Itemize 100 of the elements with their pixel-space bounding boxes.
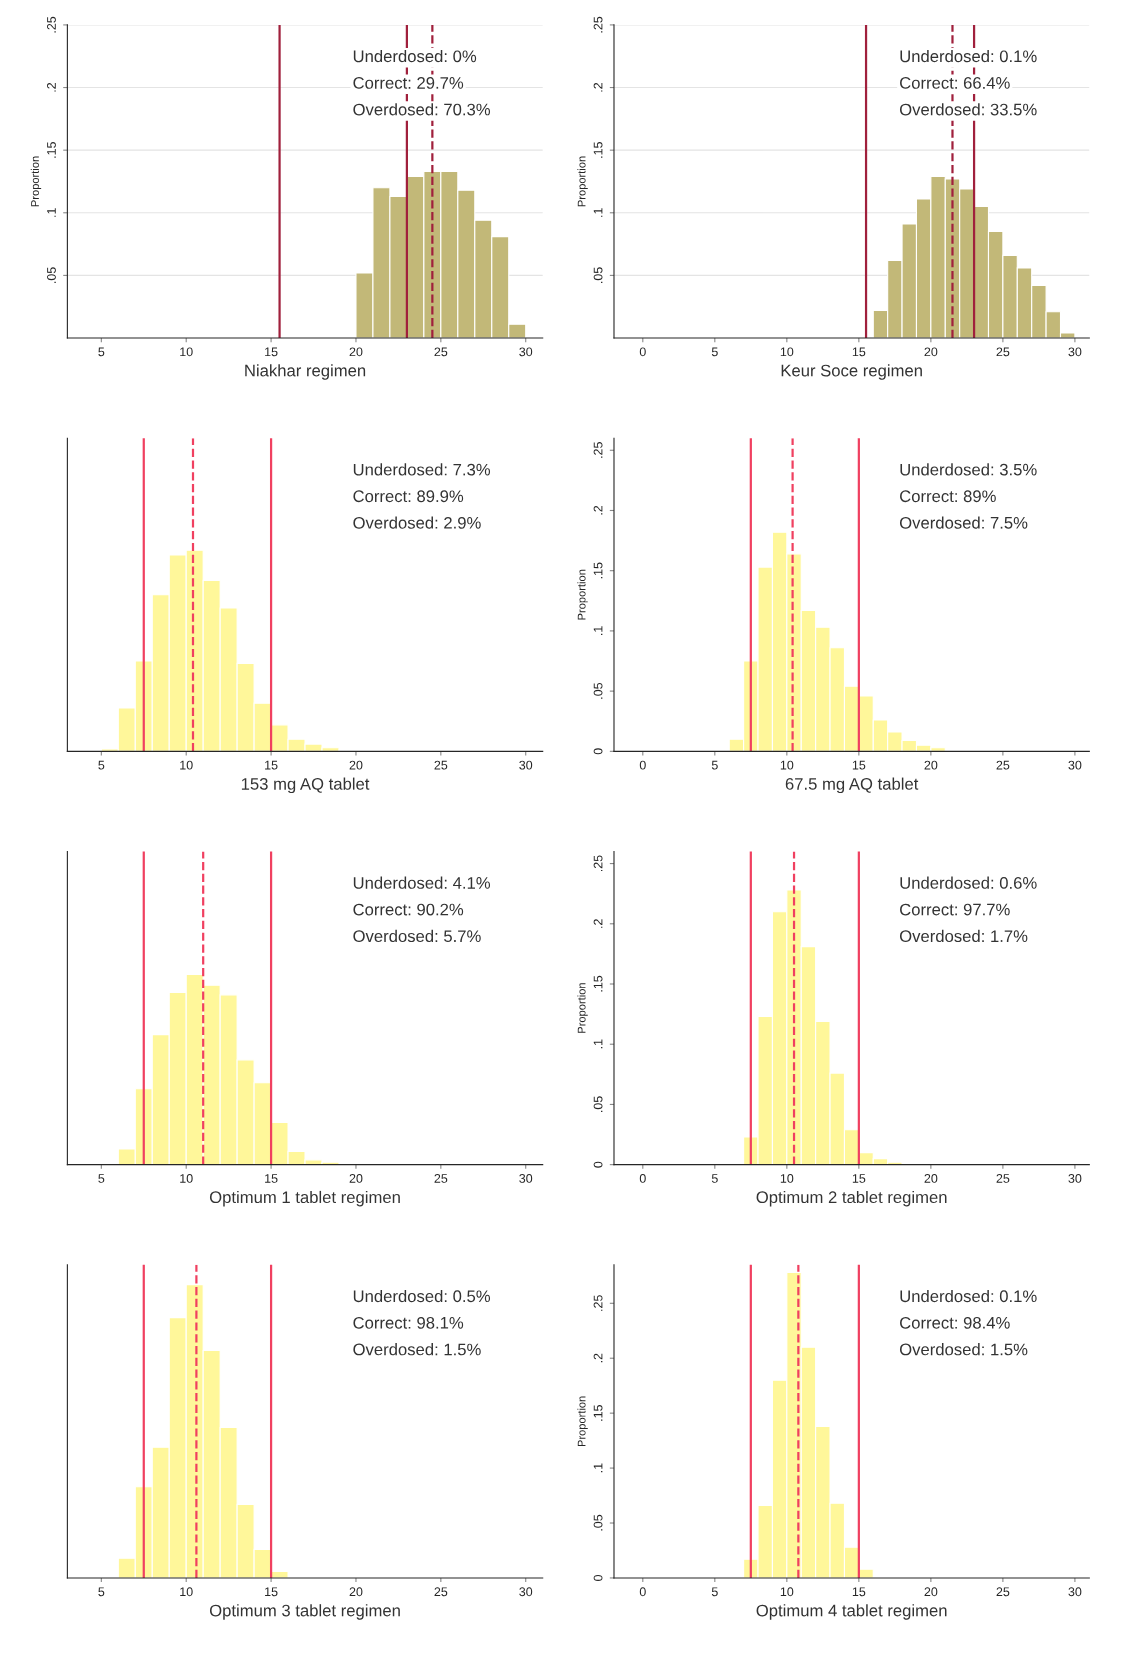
x-tick-label: 0 (639, 1587, 646, 1597)
x-axis-title: Optimum 2 tablet regimen (756, 1190, 947, 1207)
x-tick-label: 5 (711, 1174, 718, 1183)
y-tick-label: 0 (593, 1574, 603, 1581)
x-tick-label: 5 (98, 760, 105, 770)
annotation: Underdosed: 3.5% (900, 463, 1037, 476)
x-axis-title: Optimum 4 tablet regimen (756, 1604, 947, 1620)
x-tick-label: 10 (180, 1587, 193, 1597)
y-tick-label: .15 (593, 975, 603, 992)
x-tick-label: 5 (98, 1174, 105, 1183)
y-tick-label: .15 (593, 562, 603, 579)
x-tick-label: 5 (711, 760, 718, 770)
x-tick-label: 25 (434, 760, 448, 770)
x-tick-label: 20 (924, 347, 938, 357)
x-tick-label: 20 (924, 1174, 938, 1183)
x-axis-title: Optimum 3 tablet regimen (209, 1604, 400, 1620)
annotation: Correct: 97.7% (900, 903, 1010, 916)
y-tick-label: .1 (593, 208, 603, 217)
annotation: Correct: 66.4% (900, 77, 1010, 89)
y-tick-label: .25 (593, 855, 603, 872)
x-tick-label: 20 (349, 347, 363, 357)
y-tick-label: .25 (593, 16, 603, 33)
y-axis-title: Proportion (577, 569, 588, 620)
x-tick-label: 10 (780, 760, 794, 770)
annotation: Underdosed: 0.5% (353, 1289, 491, 1303)
y-tick-label: .25 (47, 16, 56, 33)
x-tick-label: 0 (639, 1174, 646, 1183)
x-tick-label: 15 (852, 347, 866, 357)
x-tick-label: 15 (265, 1587, 278, 1597)
y-tick-label: .2 (593, 505, 603, 515)
x-tick-label: 20 (924, 760, 938, 770)
annotation: Correct: 89.9% (353, 490, 464, 503)
x-tick-label: 10 (180, 1174, 193, 1183)
x-tick-label: 25 (996, 1587, 1010, 1597)
x-tick-label: 5 (711, 347, 718, 357)
x-tick-label: 5 (711, 1587, 718, 1597)
y-tick-label: .1 (593, 1039, 603, 1049)
y-tick-label: .2 (593, 1353, 603, 1363)
annotation: Correct: 89% (900, 490, 996, 503)
y-axis-title: Proportion (577, 156, 588, 207)
y-tick-label: .2 (593, 82, 603, 92)
annotation: Overdosed: 7.5% (899, 516, 1028, 529)
x-tick-label: 10 (180, 347, 193, 357)
y-tick-label: .1 (593, 626, 603, 635)
x-axis-title: Niakhar regimen (245, 364, 366, 380)
annotation: Underdosed: 0.1% (900, 1289, 1037, 1303)
y-tick-label: .25 (593, 1295, 603, 1311)
x-tick-label: 15 (265, 760, 278, 770)
x-tick-label: 5 (98, 347, 105, 357)
x-axis-title: Keur Soce regimen (781, 364, 922, 380)
y-tick-label: 0 (593, 1161, 603, 1168)
annotation: Correct: 29.7% (353, 77, 464, 89)
y-axis-title: Proportion (577, 1396, 588, 1447)
x-tick-label: 25 (434, 1174, 448, 1183)
x-tick-label: 30 (1068, 347, 1082, 357)
y-tick-label: .15 (593, 141, 603, 158)
x-tick-label: 25 (996, 1174, 1010, 1183)
annotation: Overdosed: 1.7% (899, 929, 1028, 943)
y-tick-label: .15 (47, 141, 56, 158)
x-tick-label: 15 (852, 1174, 866, 1183)
y-tick-label: .05 (593, 1514, 603, 1531)
y-tick-label: .2 (593, 919, 603, 928)
annotation: Overdosed: 1.5% (899, 1343, 1028, 1356)
annotation: Correct: 90.2% (353, 903, 464, 916)
x-tick-label: 30 (519, 1174, 533, 1183)
y-tick-label: .1 (47, 208, 56, 217)
x-axis-title: 153 mg AQ tablet (241, 777, 370, 794)
y-tick-label: .05 (593, 1096, 603, 1112)
x-tick-label: 30 (1068, 760, 1082, 770)
annotation: Underdosed: 7.3% (353, 463, 491, 476)
x-tick-label: 25 (996, 347, 1010, 357)
annotation: Underdosed: 4.1% (353, 876, 491, 889)
y-tick-label: .25 (593, 442, 603, 458)
x-tick-label: 15 (265, 347, 278, 357)
x-tick-label: 5 (98, 1587, 105, 1597)
x-tick-label: 20 (349, 1174, 363, 1183)
annotation: Overdosed: 1.5% (353, 1343, 481, 1356)
y-tick-label: .2 (47, 82, 56, 92)
x-tick-label: 30 (519, 347, 533, 357)
y-axis-title: Proportion (30, 156, 42, 207)
y-tick-label: .1 (593, 1463, 603, 1473)
x-tick-label: 25 (434, 347, 448, 357)
x-tick-label: 15 (265, 1174, 278, 1183)
x-tick-label: 15 (852, 760, 866, 770)
x-tick-label: 30 (1068, 1174, 1082, 1183)
x-tick-label: 10 (780, 347, 794, 357)
x-tick-label: 25 (996, 760, 1010, 770)
annotation: Overdosed: 33.5% (899, 103, 1037, 116)
x-tick-label: 10 (780, 1174, 794, 1183)
x-tick-label: 20 (924, 1587, 938, 1597)
x-axis-title: 67.5 mg AQ tablet (785, 777, 919, 794)
x-tick-label: 0 (639, 760, 646, 770)
annotation: Overdosed: 2.9% (353, 516, 481, 529)
x-tick-label: 0 (639, 347, 646, 357)
x-tick-label: 20 (349, 1587, 363, 1597)
x-tick-label: 10 (780, 1587, 794, 1597)
x-tick-label: 15 (852, 1587, 866, 1597)
x-tick-label: 30 (519, 1587, 533, 1597)
y-tick-label: .15 (593, 1404, 603, 1421)
x-tick-label: 25 (434, 1587, 448, 1597)
